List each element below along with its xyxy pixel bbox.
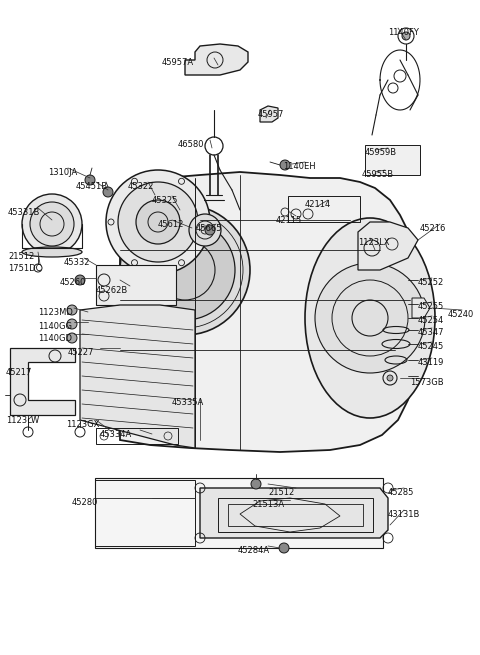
Text: 42115: 42115 xyxy=(276,216,302,225)
Circle shape xyxy=(67,319,77,329)
Text: 21513A: 21513A xyxy=(252,500,284,509)
Bar xyxy=(218,498,373,532)
Circle shape xyxy=(103,187,113,197)
Text: 45285: 45285 xyxy=(388,488,414,497)
Text: 1123MD: 1123MD xyxy=(38,308,73,317)
Text: 45262B: 45262B xyxy=(96,286,128,295)
Text: 21512: 21512 xyxy=(268,488,294,497)
Text: 1123LW: 1123LW xyxy=(6,416,39,425)
Bar xyxy=(288,196,360,222)
Text: 45245: 45245 xyxy=(418,342,444,351)
Text: 42114: 42114 xyxy=(305,200,331,209)
Circle shape xyxy=(67,305,77,315)
Polygon shape xyxy=(185,44,248,75)
Polygon shape xyxy=(80,305,195,448)
Ellipse shape xyxy=(305,218,435,418)
Circle shape xyxy=(205,225,215,235)
Text: 1123GX: 1123GX xyxy=(66,420,99,429)
Circle shape xyxy=(387,375,393,381)
Text: 1310JA: 1310JA xyxy=(48,168,77,177)
Circle shape xyxy=(75,275,85,285)
Text: 45322: 45322 xyxy=(128,182,155,191)
Text: 45665: 45665 xyxy=(196,224,223,233)
Ellipse shape xyxy=(22,247,82,257)
Bar xyxy=(95,478,383,548)
Text: 43131B: 43131B xyxy=(388,510,420,519)
Circle shape xyxy=(120,205,250,335)
Polygon shape xyxy=(260,106,278,122)
Circle shape xyxy=(136,200,180,244)
Circle shape xyxy=(30,202,74,246)
Text: 45284A: 45284A xyxy=(238,546,270,555)
Circle shape xyxy=(67,333,77,343)
Text: 45612: 45612 xyxy=(158,220,184,229)
Circle shape xyxy=(279,543,289,553)
Text: 45254: 45254 xyxy=(418,316,444,325)
Polygon shape xyxy=(412,298,430,318)
Text: 1140GG: 1140GG xyxy=(38,322,72,331)
Text: 45240: 45240 xyxy=(448,310,474,319)
Text: 46580: 46580 xyxy=(178,140,204,149)
Text: 45217: 45217 xyxy=(6,368,32,377)
Circle shape xyxy=(189,214,221,246)
Circle shape xyxy=(22,194,82,254)
Circle shape xyxy=(106,170,210,274)
Bar xyxy=(96,265,176,305)
Text: 45451B: 45451B xyxy=(76,182,108,191)
Text: 45280: 45280 xyxy=(72,498,98,507)
Text: 1573GB: 1573GB xyxy=(410,378,444,387)
Polygon shape xyxy=(120,172,418,452)
Polygon shape xyxy=(200,488,388,538)
Circle shape xyxy=(135,220,235,320)
Circle shape xyxy=(251,479,261,489)
Circle shape xyxy=(280,160,290,170)
Bar xyxy=(96,428,178,444)
Circle shape xyxy=(315,263,425,373)
Text: 1140FY: 1140FY xyxy=(388,28,419,37)
Text: 45959B: 45959B xyxy=(365,148,397,157)
Text: 45332: 45332 xyxy=(64,258,91,267)
Text: 45347: 45347 xyxy=(418,328,444,337)
Text: 45955B: 45955B xyxy=(362,170,394,179)
Text: 1140EH: 1140EH xyxy=(283,162,316,171)
Text: 45227: 45227 xyxy=(68,348,95,357)
Bar xyxy=(365,145,420,175)
Text: 45335A: 45335A xyxy=(172,398,204,407)
Bar xyxy=(95,480,195,546)
Text: 45255: 45255 xyxy=(418,302,444,311)
Text: 45252: 45252 xyxy=(418,278,444,287)
Text: 43119: 43119 xyxy=(418,358,444,367)
Circle shape xyxy=(402,32,410,40)
Circle shape xyxy=(85,175,95,185)
Bar xyxy=(228,504,363,526)
Text: 45957: 45957 xyxy=(258,110,284,119)
Text: 1140GD: 1140GD xyxy=(38,334,72,343)
Polygon shape xyxy=(358,222,418,270)
Circle shape xyxy=(118,182,198,262)
Text: 45957A: 45957A xyxy=(162,58,194,67)
Text: 1123LX: 1123LX xyxy=(358,238,389,247)
Text: 45334A: 45334A xyxy=(100,430,132,439)
Text: 45260: 45260 xyxy=(60,278,86,287)
Text: 45331B: 45331B xyxy=(8,208,40,217)
Text: 45325: 45325 xyxy=(152,196,179,205)
Polygon shape xyxy=(10,348,75,415)
Text: 21512: 21512 xyxy=(8,252,34,261)
Text: 45216: 45216 xyxy=(420,224,446,233)
Text: 1751DC: 1751DC xyxy=(8,264,41,273)
